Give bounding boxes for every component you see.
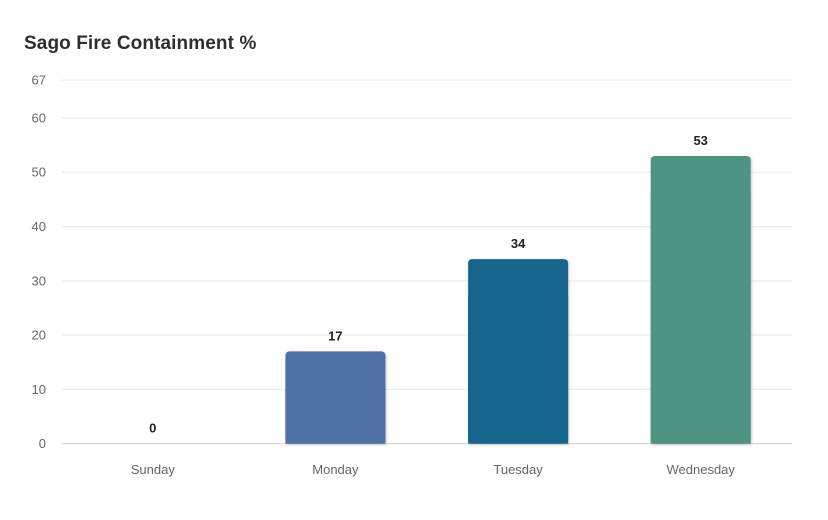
svg-text:34: 34 [511, 236, 526, 251]
svg-text:10: 10 [32, 382, 46, 397]
svg-text:Wednesday: Wednesday [666, 462, 735, 477]
svg-text:0: 0 [39, 436, 46, 451]
svg-text:30: 30 [32, 273, 46, 288]
svg-text:40: 40 [32, 219, 46, 234]
svg-text:17: 17 [328, 328, 342, 343]
svg-text:20: 20 [32, 328, 46, 343]
svg-text:53: 53 [693, 133, 707, 148]
svg-text:Monday: Monday [312, 462, 359, 477]
svg-text:0: 0 [149, 421, 156, 436]
svg-text:67: 67 [32, 73, 46, 88]
svg-text:60: 60 [32, 110, 46, 125]
svg-text:Sunday: Sunday [131, 462, 176, 477]
svg-text:50: 50 [32, 165, 46, 180]
svg-text:Tuesday: Tuesday [493, 462, 543, 477]
